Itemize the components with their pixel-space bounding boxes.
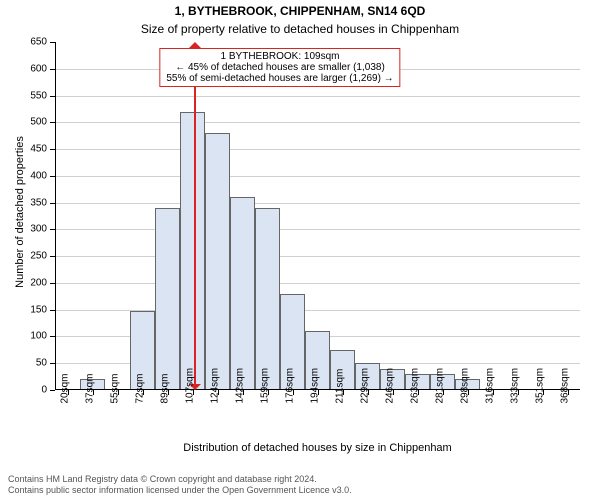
ytick-label: 300 [30,224,47,235]
histogram-bar [205,133,230,390]
marker-line [194,48,196,384]
ytick-label: 650 [30,37,47,48]
ytick-label: 450 [30,144,47,155]
axis-line [55,42,56,390]
ytick-label: 500 [30,117,47,128]
footer-line-1: Contains HM Land Registry data © Crown c… [8,474,352,485]
ytick-label: 550 [30,90,47,101]
footer-attribution: Contains HM Land Registry data © Crown c… [8,474,352,496]
ytick-label: 350 [30,197,47,208]
grid-line [55,176,580,177]
chart-container: 1, BYTHEBROOK, CHIPPENHAM, SN14 6QD Size… [0,0,600,500]
grid-line [55,283,580,284]
ytick-label: 250 [30,251,47,262]
grid-line [55,229,580,230]
histogram-bar [230,197,255,390]
grid-line [55,96,580,97]
x-axis-label: Distribution of detached houses by size … [55,442,580,454]
grid-line [55,256,580,257]
ytick-label: 100 [30,331,47,342]
annotation-line-2: ← 45% of detached houses are smaller (1,… [166,62,393,73]
grid-line [55,122,580,123]
ytick-label: 150 [30,304,47,315]
ytick-label: 0 [41,385,47,396]
annotation-box: 1 BYTHEBROOK: 109sqm ← 45% of detached h… [159,48,400,87]
histogram-bar [180,112,205,390]
ytick-label: 600 [30,63,47,74]
grid-line [55,203,580,204]
ytick-label: 50 [36,358,47,369]
histogram-bar [155,208,180,390]
annotation-line-3: 55% of semi-detached houses are larger (… [166,73,393,84]
annotation-line-1: 1 BYTHEBROOK: 109sqm [166,51,393,62]
grid-line [55,149,580,150]
plot-area [55,42,580,390]
chart-title-line2: Size of property relative to detached ho… [0,22,600,36]
ytick-label: 400 [30,170,47,181]
footer-line-2: Contains public sector information licen… [8,485,352,496]
chart-title-line1: 1, BYTHEBROOK, CHIPPENHAM, SN14 6QD [0,4,600,18]
ytick-mark [50,390,55,391]
y-axis-label: Number of detached properties [14,132,26,292]
ytick-label: 200 [30,277,47,288]
histogram-bar [255,208,280,390]
